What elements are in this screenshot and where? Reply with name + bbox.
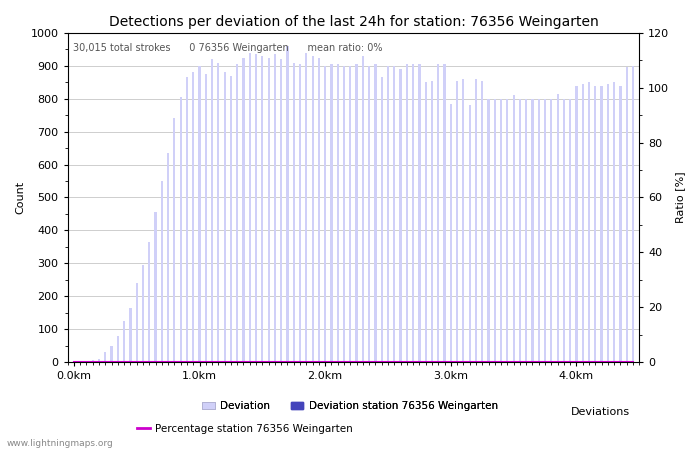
Bar [400, 69, 402, 362]
Bar [613, 82, 615, 362]
Bar [267, 58, 270, 362]
Bar [117, 336, 119, 362]
Text: Deviations: Deviations [571, 407, 630, 417]
Bar [556, 94, 559, 362]
Bar [582, 84, 584, 362]
Bar [204, 74, 207, 362]
Bar [305, 53, 307, 362]
Bar [180, 97, 182, 362]
Bar [393, 66, 395, 362]
Bar [155, 212, 157, 362]
Bar [443, 64, 446, 362]
Bar [167, 153, 169, 362]
Bar [632, 66, 634, 362]
Bar [487, 99, 489, 362]
Bar [312, 56, 314, 362]
Bar [299, 64, 301, 362]
Bar [192, 72, 195, 362]
Text: www.lightningmaps.org: www.lightningmaps.org [7, 439, 113, 448]
Bar [198, 66, 201, 362]
Bar [475, 79, 477, 362]
Bar [92, 360, 94, 362]
Bar [412, 64, 414, 362]
Y-axis label: Ratio [%]: Ratio [%] [675, 171, 685, 223]
Bar [98, 359, 100, 362]
Bar [136, 283, 138, 362]
Bar [387, 66, 389, 362]
Bar [550, 99, 552, 362]
Bar [620, 86, 622, 362]
Bar [538, 99, 540, 362]
Bar [148, 242, 150, 362]
Bar [494, 99, 496, 362]
Title: Detections per deviation of the last 24h for station: 76356 Weingarten: Detections per deviation of the last 24h… [108, 15, 598, 29]
Bar [481, 81, 483, 362]
Bar [123, 321, 125, 362]
Bar [575, 86, 578, 362]
Bar [104, 352, 106, 362]
Bar [374, 64, 377, 362]
Bar [343, 66, 345, 362]
Bar [381, 77, 383, 362]
Bar [519, 99, 521, 362]
Bar [130, 308, 132, 362]
Bar [362, 56, 364, 362]
Bar [230, 76, 232, 362]
Bar [223, 72, 225, 362]
Bar [174, 118, 176, 362]
Bar [280, 59, 282, 362]
Bar [468, 105, 471, 362]
Bar [607, 84, 609, 362]
Bar [142, 265, 144, 362]
Bar [349, 66, 351, 362]
Bar [563, 99, 565, 362]
Bar [255, 54, 257, 362]
Bar [261, 56, 263, 362]
Bar [601, 86, 603, 362]
Bar [544, 99, 546, 362]
Bar [368, 66, 370, 362]
Bar [356, 64, 358, 362]
Bar [588, 82, 590, 362]
Bar [594, 86, 596, 362]
Bar [161, 181, 163, 362]
Bar [236, 64, 238, 362]
Bar [274, 54, 276, 362]
Bar [286, 46, 288, 362]
Bar [449, 104, 452, 362]
Y-axis label: Count: Count [15, 181, 25, 214]
Bar [318, 58, 320, 362]
Bar [337, 64, 339, 362]
Bar [293, 63, 295, 362]
Bar [506, 99, 508, 362]
Bar [111, 346, 113, 362]
Bar [330, 64, 332, 362]
Bar [500, 99, 502, 362]
Legend: Deviation, Deviation station 76356 Weingarten: Deviation, Deviation station 76356 Weing… [198, 397, 502, 415]
Legend: Percentage station 76356 Weingarten: Percentage station 76356 Weingarten [133, 420, 357, 438]
Bar [248, 53, 251, 362]
Bar [242, 58, 244, 362]
Bar [525, 99, 527, 362]
Bar [217, 63, 220, 362]
Bar [438, 64, 440, 362]
Bar [626, 68, 628, 362]
Bar [512, 95, 514, 362]
Bar [211, 59, 214, 362]
Bar [531, 99, 533, 362]
Bar [186, 77, 188, 362]
Bar [569, 99, 571, 362]
Bar [456, 81, 458, 362]
Bar [406, 64, 408, 362]
Bar [324, 66, 326, 362]
Bar [425, 82, 427, 362]
Bar [419, 64, 421, 362]
Bar [462, 79, 465, 362]
Text: 30,015 total strokes      0 76356 Weingarten      mean ratio: 0%: 30,015 total strokes 0 76356 Weingarten … [74, 43, 383, 53]
Bar [431, 81, 433, 362]
